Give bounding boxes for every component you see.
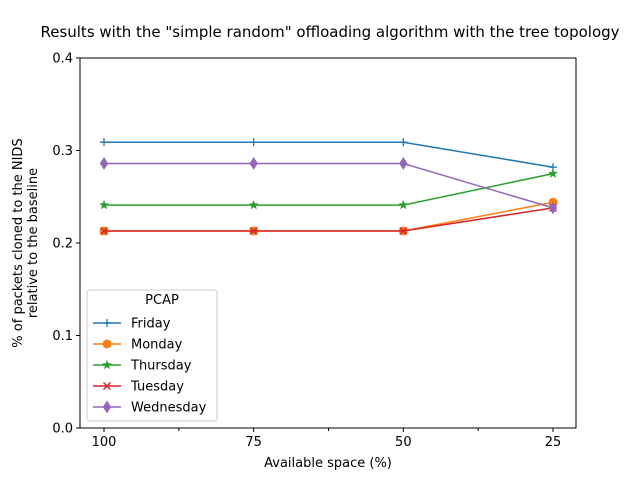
series-friday [100,138,557,172]
y-tick-label: 0.2 [52,237,73,252]
data-point-tuesday [399,226,408,236]
chart-title: Results with the "simple random" offload… [40,23,619,41]
legend-label: Monday [131,338,183,353]
y-axis: 0.0 0.1 0.2 0.3 0.4 [52,52,80,437]
y-axis-label: % of packets cloned to the NIDS relative… [11,138,41,347]
y-tick-label: 0.0 [52,422,73,437]
data-point-thursday [398,199,409,210]
legend-entry-wednesday: Wednesday [93,401,207,416]
legend-label: Tuesday [130,380,184,395]
data-point-wednesday [249,157,258,170]
data-point-tuesday [249,226,258,236]
y-axis-label-line2: relative to the baseline [26,168,41,318]
series-line-thursday [104,172,554,206]
legend-label: Thursday [130,359,192,374]
x-axis-label: Available space (%) [264,456,392,471]
legend-entry-tuesday: Tuesday [93,380,184,395]
y-tick-label: 0.3 [52,144,73,159]
series-line-tuesday [104,207,554,232]
legend-swatch-marker [102,381,112,391]
data-point-wednesday [548,201,558,215]
data-point-friday [100,138,108,147]
legend-swatch-marker [103,319,111,327]
legend-entry-friday: Friday [93,317,171,332]
data-point-friday [249,138,258,147]
series-thursday [98,168,559,210]
data-point-wednesday [399,157,408,170]
data-point-thursday [248,199,259,210]
x-tick-label: 75 [245,435,262,450]
series-line-friday [104,141,554,168]
data-point-thursday [547,168,559,178]
legend-entry-thursday: Thursday [93,359,192,374]
legend-entry-monday: Monday [93,338,183,353]
x-axis: 100 75 50 25 [92,428,562,450]
data-point-wednesday [99,157,109,170]
y-axis-label-line1: % of packets cloned to the NIDS [11,138,26,347]
data-point-friday [399,138,408,147]
legend-entries: Friday Monday Thursday Tuesday Wednesday [93,317,207,416]
data-point-tuesday [99,226,109,236]
x-tick-label: 25 [545,435,562,450]
y-tick-label: 0.4 [52,52,73,67]
legend-label: Friday [131,317,171,332]
series-layer [98,138,559,236]
legend-swatch-marker [101,359,113,370]
legend-title: PCAP [145,293,179,308]
legend-label: Wednesday [131,401,207,416]
plot-frame [79,57,577,429]
series-line-wednesday [104,162,554,209]
x-tick-label: 50 [395,435,412,450]
legend: PCAP Friday Monday Thursday Tuesday Wednesda… [86,289,218,422]
y-tick-label: 0.1 [52,329,73,344]
legend-swatch-marker [102,339,112,349]
legend-swatch-marker [102,400,112,414]
series-wednesday [99,157,558,215]
data-point-thursday [98,199,110,210]
x-tick-label: 100 [92,435,117,450]
